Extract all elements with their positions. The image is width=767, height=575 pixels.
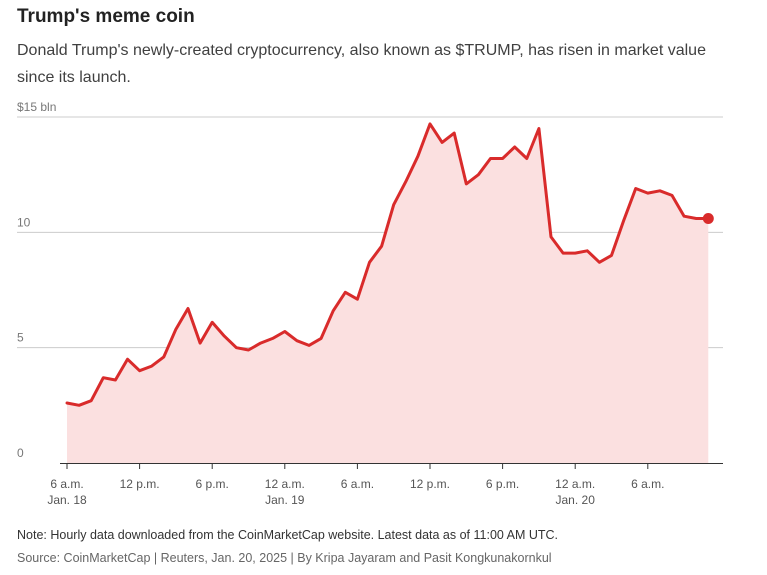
x-tick-label: 12 a.m. <box>555 477 595 491</box>
x-tick-label: 12 a.m. <box>265 477 305 491</box>
y-tick-label: 0 <box>17 446 24 460</box>
x-tick-label: 6 p.m. <box>196 477 229 491</box>
x-tick-date-label: Jan. 18 <box>47 493 87 507</box>
latest-value-dot <box>702 212 714 224</box>
series-line <box>65 122 710 407</box>
market-value-chart: 0 5 10 $15 bln 6 a.m. Jan. 18 12 p.m. 6 p.m. 12 … <box>17 100 723 507</box>
x-tick-label: 6 a.m. <box>631 477 664 491</box>
x-tick-label: 12 p.m. <box>120 477 160 491</box>
chart-title: Trump's meme coin <box>17 6 195 27</box>
chart-note: Note: Hourly data downloaded from the Co… <box>17 528 559 542</box>
y-tick-label: 10 <box>17 215 31 229</box>
chart-subtitle: Donald Trump's newly-created cryptocurre… <box>17 42 706 86</box>
area-fill <box>67 123 709 464</box>
x-tick-date-label: Jan. 19 <box>265 493 305 507</box>
x-tick-label: 6 a.m. <box>341 477 374 491</box>
chart-source: Source: CoinMarketCap | Reuters, Jan. 20… <box>17 551 552 565</box>
y-tick-label: $15 bln <box>17 100 56 114</box>
x-tick-label: 6 a.m. <box>50 477 83 491</box>
y-tick-label: 5 <box>17 331 24 345</box>
x-tick-label: 6 p.m. <box>486 477 519 491</box>
x-tick-date-label: Jan. 20 <box>556 493 596 507</box>
x-tick-label: 12 p.m. <box>410 477 450 491</box>
